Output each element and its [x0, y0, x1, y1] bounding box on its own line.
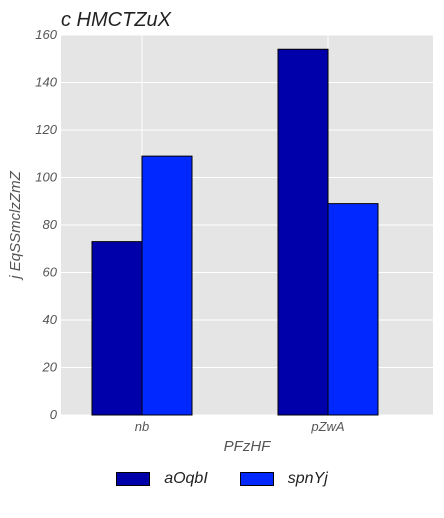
y-tick-label: 160 [35, 27, 57, 42]
legend-item-series-2: spnYj [239, 470, 328, 488]
y-tick-label: 140 [35, 75, 57, 90]
legend-label-series-2: spnYj [287, 470, 328, 487]
x-axis-label: PFzHF [224, 438, 272, 455]
bar-1-2 [277, 48, 329, 416]
legend-swatch-series-1 [116, 472, 151, 486]
y-tick-label: 20 [42, 360, 58, 375]
chart-title: c HMCTZuX [61, 9, 171, 31]
legend-label-series-1: aOqbI [164, 470, 208, 487]
bar-2-1 [141, 155, 193, 416]
legend-item-series-1: aOqbI [116, 470, 208, 488]
y-tick-label: 40 [43, 312, 58, 327]
y-tick-label: 100 [35, 170, 57, 185]
bar-2-2 [327, 203, 379, 416]
legend: aOqbI spnYj [0, 470, 444, 488]
x-tick-label: nb [135, 419, 149, 434]
x-axis-ticks: nb pZwA [135, 419, 345, 434]
bar-chart: 0 20 40 60 80 100 120 140 160 nb pZwA PFzHF j EqS… [7, 27, 433, 455]
y-tick-label: 0 [50, 407, 58, 422]
y-tick-label: 60 [43, 265, 58, 280]
y-tick-label: 80 [43, 217, 58, 232]
bars [91, 48, 379, 416]
x-tick-label: pZwA [310, 419, 344, 434]
y-axis-ticks: 0 20 40 60 80 100 120 140 160 [35, 27, 57, 422]
legend-swatch-series-2 [239, 472, 274, 486]
y-axis-label: j EqSSmclzZmZ [7, 170, 24, 280]
y-tick-label: 120 [35, 122, 57, 137]
bar-1-1 [91, 241, 143, 416]
